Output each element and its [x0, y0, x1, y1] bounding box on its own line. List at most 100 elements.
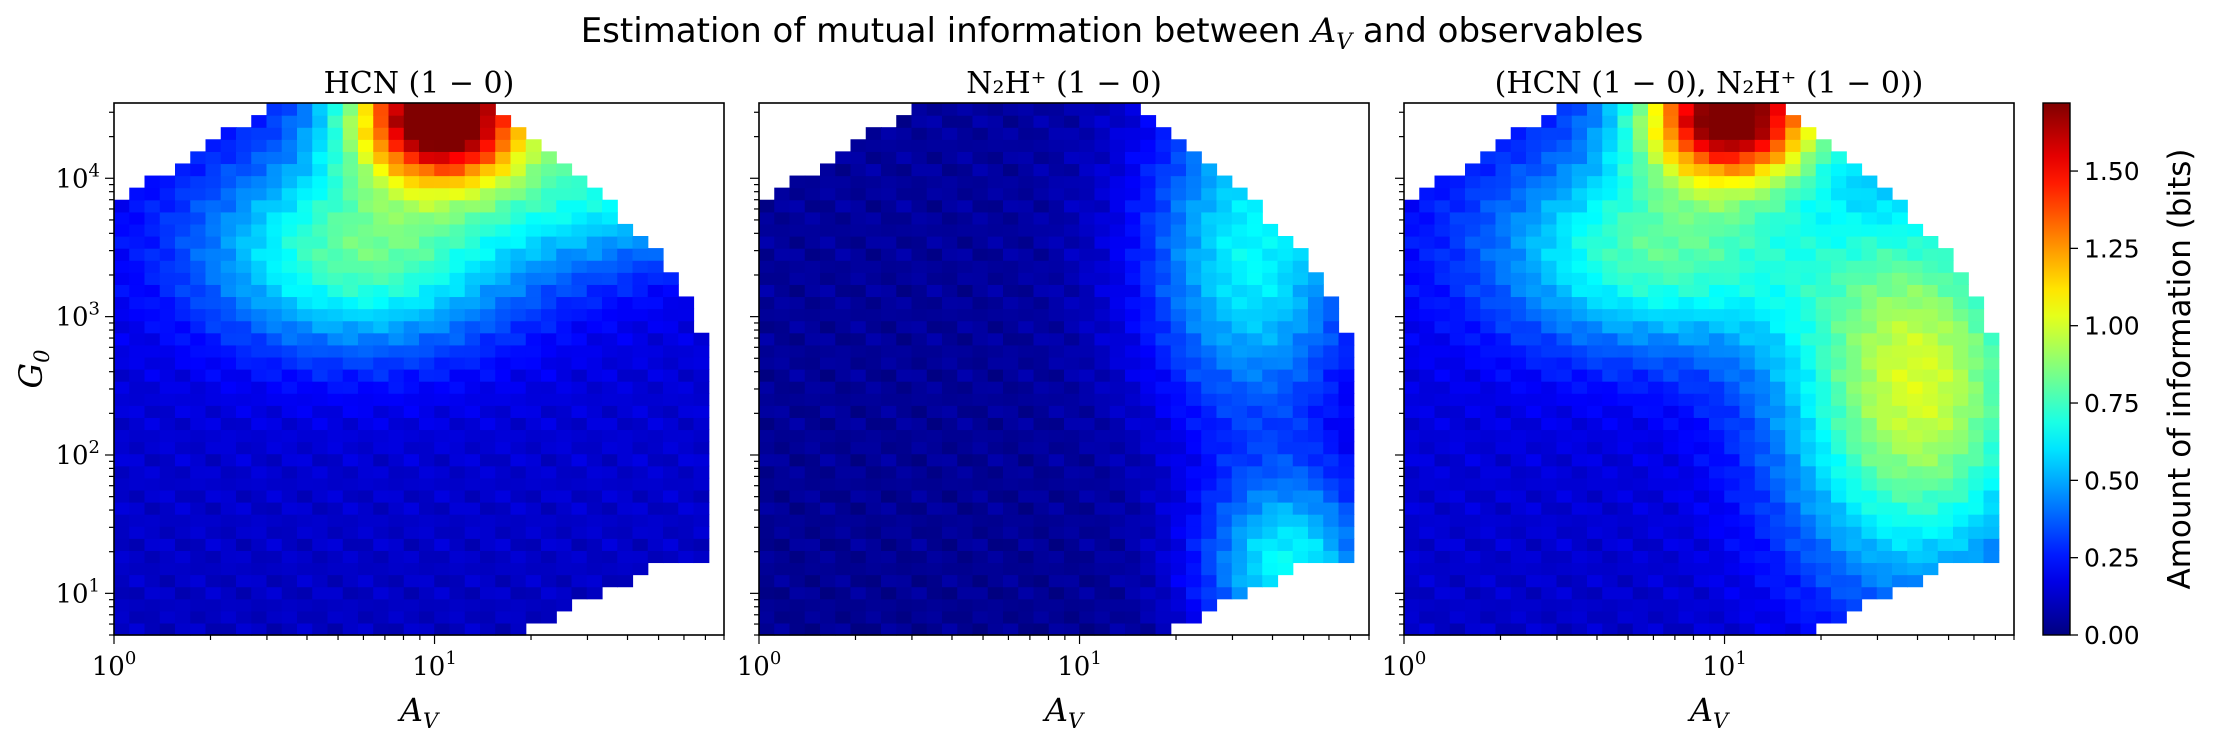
- heatmap-cell: [403, 139, 420, 152]
- heatmap-cell: [434, 272, 451, 285]
- heatmap-cell: [1556, 574, 1573, 588]
- heatmap-cell: [1571, 417, 1588, 431]
- heatmap-cell: [1109, 489, 1126, 503]
- heatmap-cell: [266, 489, 283, 503]
- heatmap-cell: [617, 320, 634, 334]
- heatmap-cell: [759, 538, 775, 551]
- heatmap-cell: [1018, 393, 1035, 406]
- heatmap-cell: [190, 610, 207, 624]
- heatmap-cell: [388, 502, 405, 515]
- heatmap-cell: [1663, 332, 1680, 346]
- heatmap-cell: [541, 502, 557, 515]
- heatmap-cell: [1510, 514, 1527, 527]
- heatmap-cell: [789, 332, 806, 346]
- heatmap-cell: [911, 598, 928, 612]
- heatmap-cell: [1876, 272, 1893, 285]
- heatmap-cell: [1876, 562, 1893, 576]
- heatmap-cell: [1571, 538, 1588, 551]
- heatmap-cell: [1526, 248, 1542, 261]
- heatmap-cell: [1018, 574, 1035, 588]
- heatmap-cell: [1033, 562, 1050, 576]
- heatmap-cell: [1724, 405, 1741, 418]
- heatmap-cell: [205, 175, 222, 189]
- heatmap-cell: [281, 562, 298, 576]
- heatmap-cell: [789, 526, 806, 539]
- heatmap-cell: [586, 369, 603, 382]
- heatmap-cell: [220, 151, 237, 165]
- heatmap-cell: [1434, 453, 1451, 467]
- heatmap-cell: [774, 248, 791, 261]
- heatmap-cell: [835, 248, 852, 261]
- heatmap-cell: [1419, 598, 1436, 612]
- heatmap-cell: [1510, 429, 1527, 443]
- heatmap-cell: [342, 538, 359, 551]
- heatmap-cell: [1632, 284, 1649, 298]
- heatmap-cell: [1678, 211, 1695, 225]
- heatmap-cell: [388, 441, 405, 455]
- heatmap-cell: [820, 332, 836, 346]
- heatmap-cell: [1983, 502, 2000, 515]
- heatmap-cell: [617, 223, 634, 237]
- heatmap-cell: [1526, 574, 1542, 588]
- heatmap-cell: [403, 405, 420, 418]
- heatmap-cell: [251, 514, 268, 527]
- heatmap-cell: [129, 260, 146, 273]
- heatmap-cell: [1632, 344, 1649, 358]
- heatmap-cell: [957, 598, 974, 612]
- heatmap-cell: [190, 489, 207, 503]
- heatmap-cell: [632, 489, 649, 503]
- heatmap-cell: [266, 562, 283, 576]
- heatmap-cell: [1724, 260, 1741, 273]
- heatmap-cell: [1186, 199, 1202, 213]
- heatmap-cell: [327, 127, 344, 140]
- heatmap-cell: [1495, 550, 1512, 564]
- heatmap-cell: [1937, 332, 1954, 346]
- heatmap-cell: [449, 514, 466, 527]
- heatmap-cell: [1434, 489, 1451, 503]
- heatmap-cell: [205, 562, 222, 576]
- heatmap-cell: [1079, 127, 1096, 140]
- heatmap-cell: [602, 272, 618, 285]
- heatmap-cell: [693, 405, 710, 418]
- heatmap-cell: [1094, 369, 1111, 382]
- heatmap-cell: [1556, 429, 1573, 443]
- heatmap-cell: [1201, 163, 1218, 177]
- heatmap-cell: [789, 223, 806, 237]
- heatmap-cell: [835, 489, 852, 503]
- heatmap-cell: [1094, 163, 1111, 177]
- heatmap-cell: [911, 320, 928, 334]
- heatmap-cell: [804, 296, 821, 310]
- heatmap-cell: [434, 405, 451, 418]
- heatmap-cell: [266, 514, 283, 527]
- heatmap-cell: [957, 103, 974, 116]
- heatmap-cell: [1617, 562, 1634, 576]
- heatmap-cell: [850, 344, 867, 358]
- heatmap-cell: [1678, 320, 1695, 334]
- heatmap-cell: [663, 550, 679, 564]
- heatmap-cell: [236, 598, 252, 612]
- heatmap-cell: [1556, 489, 1573, 503]
- heatmap-cell: [1186, 211, 1202, 225]
- heatmap-cell: [358, 574, 374, 588]
- y-tick-label: 104: [55, 160, 100, 194]
- heatmap-cell: [1846, 574, 1863, 588]
- heatmap-cell: [373, 356, 390, 370]
- heatmap-cell: [1449, 393, 1466, 406]
- heatmap-cell: [480, 308, 496, 322]
- heatmap-cell: [312, 211, 329, 225]
- heatmap-cell: [556, 489, 573, 503]
- heatmap-cell: [1876, 260, 1893, 273]
- heatmap-cell: [1247, 308, 1263, 322]
- heatmap-cell: [480, 429, 496, 443]
- heatmap-cell: [926, 441, 943, 455]
- heatmap-cell: [881, 320, 897, 334]
- heatmap-cell: [464, 441, 481, 455]
- heatmap-cell: [159, 465, 176, 479]
- heatmap-cell: [602, 320, 618, 334]
- heatmap-cell: [1064, 489, 1080, 503]
- heatmap-cell: [1968, 429, 1985, 443]
- heatmap-cell: [1449, 489, 1466, 503]
- heatmap-cell: [1079, 308, 1096, 322]
- heatmap-cell: [1170, 586, 1187, 600]
- heatmap-cell: [774, 272, 791, 285]
